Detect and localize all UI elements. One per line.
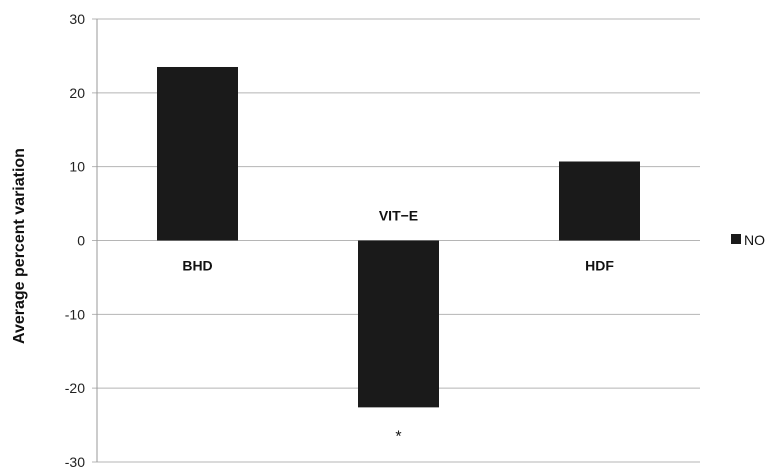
bar-vit-e [358,240,439,408]
significance-marker: * [395,428,401,445]
annotations: * [395,428,401,445]
category-label: VIT−E [379,208,418,224]
y-tick-label: 10 [69,159,85,175]
legend-swatch-no [731,234,741,244]
y-axis-label: Average percent variation [11,148,28,344]
y-tick-label: 30 [69,11,85,27]
legend: NO [731,232,765,248]
bar-bhd [157,66,238,241]
category-labels: BHD VIT−E HDF [182,208,614,274]
y-tick-label: -20 [65,380,85,396]
y-axis-ticks: 30 20 10 0 -10 -20 -30 [65,11,85,470]
y-tick-label: 20 [69,85,85,101]
bar-hdf [559,161,640,241]
category-label: HDF [585,258,614,274]
bars [157,66,640,408]
y-tick-label: 0 [77,233,85,249]
legend-label-no: NO [744,232,765,248]
y-tick-label: -10 [65,306,85,322]
y-tick-label: -30 [65,454,85,470]
category-label: BHD [182,258,212,274]
